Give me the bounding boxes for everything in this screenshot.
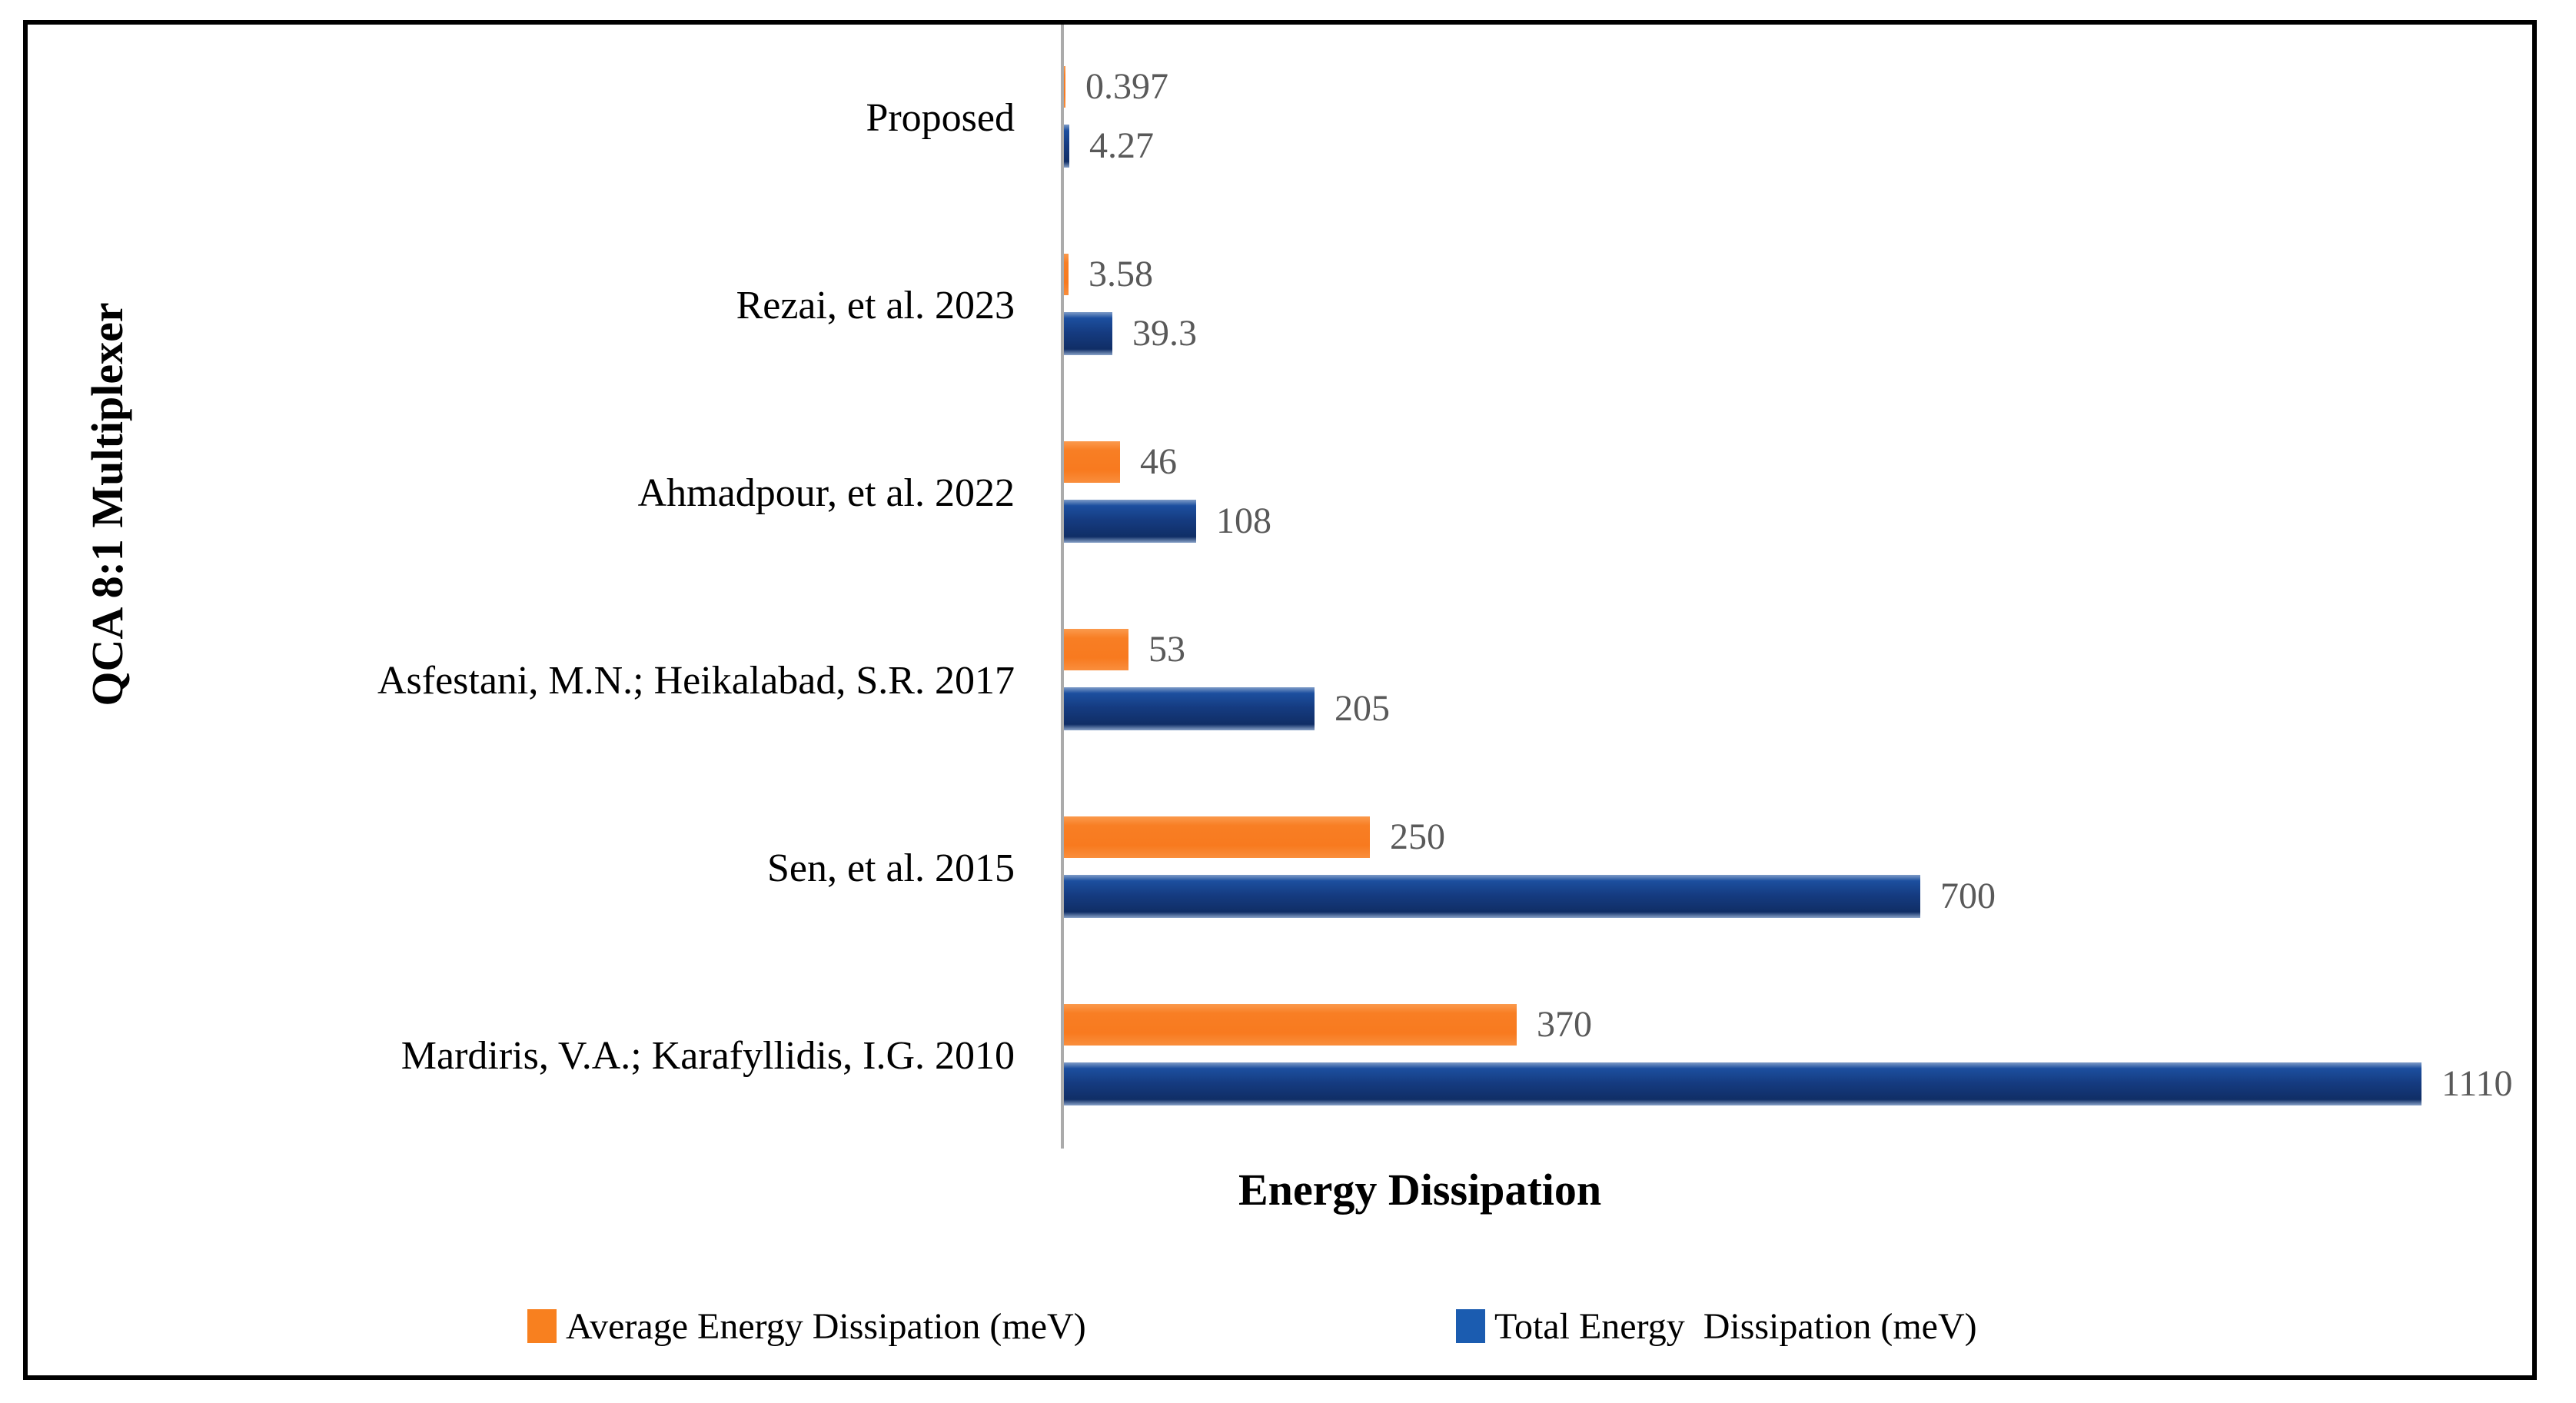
value-label-total: 700	[1940, 876, 1996, 916]
category-label: Proposed	[866, 96, 1015, 140]
chart-frame: QCA 8:1 Multiplexer Proposed 0.397 4.27 Rez…	[23, 20, 2537, 1380]
value-label-total: 205	[1335, 688, 1390, 729]
category-label: Mardiris, V.A.; Karafyllidis, I.G. 2010	[401, 1034, 1015, 1078]
bar-total	[1064, 687, 1315, 730]
bar-average	[1064, 629, 1128, 670]
chart-row: Mardiris, V.A.; Karafyllidis, I.G. 2010 3…	[28, 962, 2532, 1150]
value-label-total: 108	[1216, 500, 1271, 541]
value-label-total: 39.3	[1132, 313, 1197, 354]
value-label-average: 3.58	[1089, 254, 1153, 294]
bar-average	[1064, 816, 1370, 858]
legend-label-average: Average Energy Dissipation (meV)	[566, 1305, 1086, 1347]
bar-total	[1064, 1062, 2421, 1105]
value-label-average: 0.397	[1085, 66, 1168, 107]
bar-average	[1064, 1004, 1517, 1046]
legend-swatch-average-icon	[527, 1309, 557, 1343]
value-label-average: 53	[1148, 629, 1185, 670]
category-label: Sen, et al. 2015	[766, 846, 1015, 890]
y-axis-line	[1061, 25, 1064, 1149]
category-label: Ahmadpour, et al. 2022	[637, 471, 1015, 515]
category-label: Asfestani, M.N.; Heikalabad, S.R. 2017	[377, 659, 1015, 703]
bar-average	[1064, 254, 1069, 295]
value-label-average: 370	[1537, 1004, 1592, 1045]
chart-row: Proposed 0.397 4.27	[28, 25, 2532, 212]
bar-average	[1064, 66, 1065, 108]
category-label: Rezai, et al. 2023	[736, 284, 1015, 327]
value-label-total: 4.27	[1089, 125, 1154, 166]
value-label-total: 1110	[2441, 1063, 2513, 1104]
bar-total	[1064, 312, 1112, 355]
bar-total	[1064, 875, 1920, 918]
plot-area: Proposed 0.397 4.27 Rezai, et al. 2023 3.58 3…	[28, 25, 2532, 1375]
chart-row: Sen, et al. 2015 250 700	[28, 775, 2532, 962]
x-axis-title: Energy Dissipation	[1238, 1165, 1602, 1215]
value-label-average: 46	[1140, 441, 1177, 482]
bar-total	[1064, 125, 1069, 168]
bar-average	[1064, 441, 1120, 483]
bar-total	[1064, 500, 1196, 543]
chart-row: Asfestani, M.N.; Heikalabad, S.R. 2017 53…	[28, 587, 2532, 775]
chart-row: Ahmadpour, et al. 2022 46 108	[28, 400, 2532, 587]
legend-item-total: Total Energy Dissipation (meV)	[1456, 1302, 1977, 1350]
chart-row: Rezai, et al. 2023 3.58 39.3	[28, 212, 2532, 400]
legend-swatch-total-icon	[1456, 1309, 1485, 1343]
value-label-average: 250	[1390, 816, 1445, 857]
legend-label-total: Total Energy Dissipation (meV)	[1494, 1305, 1977, 1347]
legend-item-average: Average Energy Dissipation (meV)	[527, 1302, 1086, 1350]
